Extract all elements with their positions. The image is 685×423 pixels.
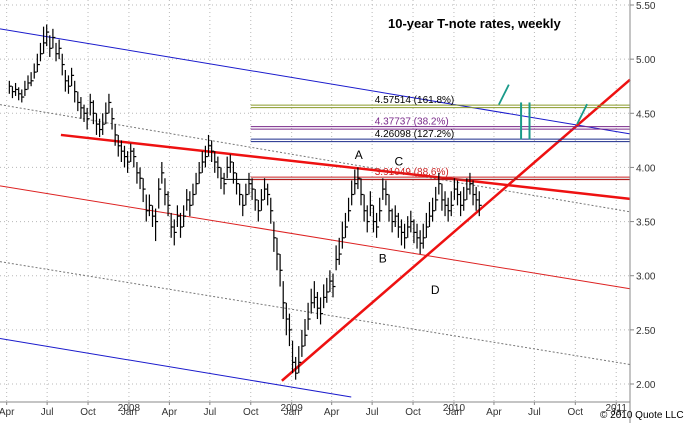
x-month-label: Oct [80,407,96,418]
x-month-label: Jul [528,407,541,418]
x-month-label: Oct [568,407,584,418]
x-month-label: Jul [41,407,54,418]
marker-tick [498,84,510,106]
y-tick-label: 2.50 [636,326,656,337]
fib-level-label: 4.37737 (38.2%) [375,117,449,128]
grid [0,0,630,402]
marker-tick [576,103,588,125]
x-month-label: Apr [324,407,340,418]
y-tick-label: 2.00 [636,380,656,391]
y-tick-label: 4.00 [636,163,656,174]
trendline-blue_upper [0,28,631,135]
fib-levels: 4.57514 (161.8%) 4.37737 (38.2%)4.26098 (… [250,95,630,181]
axes: 5.50 5.00 4.50 4.00 3.50 3.00 2.50 2.00 Apr Jul Oc… [0,0,656,423]
y-tick-label: 4.50 [636,109,656,120]
x-year-label: 2008 [118,403,141,414]
markers [498,84,588,140]
annotation-label: C [394,154,403,168]
x-month-label: Ja [611,407,622,418]
price-bars [8,24,482,380]
trendline-resistance [60,133,631,201]
annotation-label: D [431,283,440,297]
chart-title: 10-year T-note rates, weekly [388,16,561,31]
x-month-label: Jan [446,407,462,418]
fib-level-label: 3.91049 (88.6%) [375,167,449,178]
trendline-support [281,78,631,382]
x-year-label: 2011 [605,403,627,414]
annotation-label: B [379,252,387,266]
y-tick-label: 5.50 [636,1,656,12]
x-year-label: 2009 [281,403,304,414]
x-month-label: Jan [121,407,137,418]
x-month-label: Oct [405,407,421,418]
x-month-label: Jul [366,407,379,418]
trendline-blue_lower [0,338,352,398]
x-month-label: Apr [486,407,502,418]
y-tick-label: 5.00 [636,55,656,66]
x-year-label: 2010 [443,403,466,414]
y-tick-label: 3.50 [636,218,656,229]
x-month-label: Jul [203,407,216,418]
fib-level-label: 4.57514 (161.8%) [375,95,455,106]
x-month-label: Jan [284,407,300,418]
x-month-label: Apr [0,407,15,418]
annotation-label: A [355,148,363,162]
y-tick-label: 3.00 [636,272,656,283]
trendline-gray_upper [0,104,631,213]
copyright-text: © 2010 Quote LLC [600,410,684,421]
x-month-label: Oct [243,407,259,418]
x-month-label: Apr [162,407,178,418]
fib-level-label: 4.26098 (127.2%) [375,129,455,140]
trendline-red_mid [0,185,631,290]
annotations: A B C D [355,148,440,297]
